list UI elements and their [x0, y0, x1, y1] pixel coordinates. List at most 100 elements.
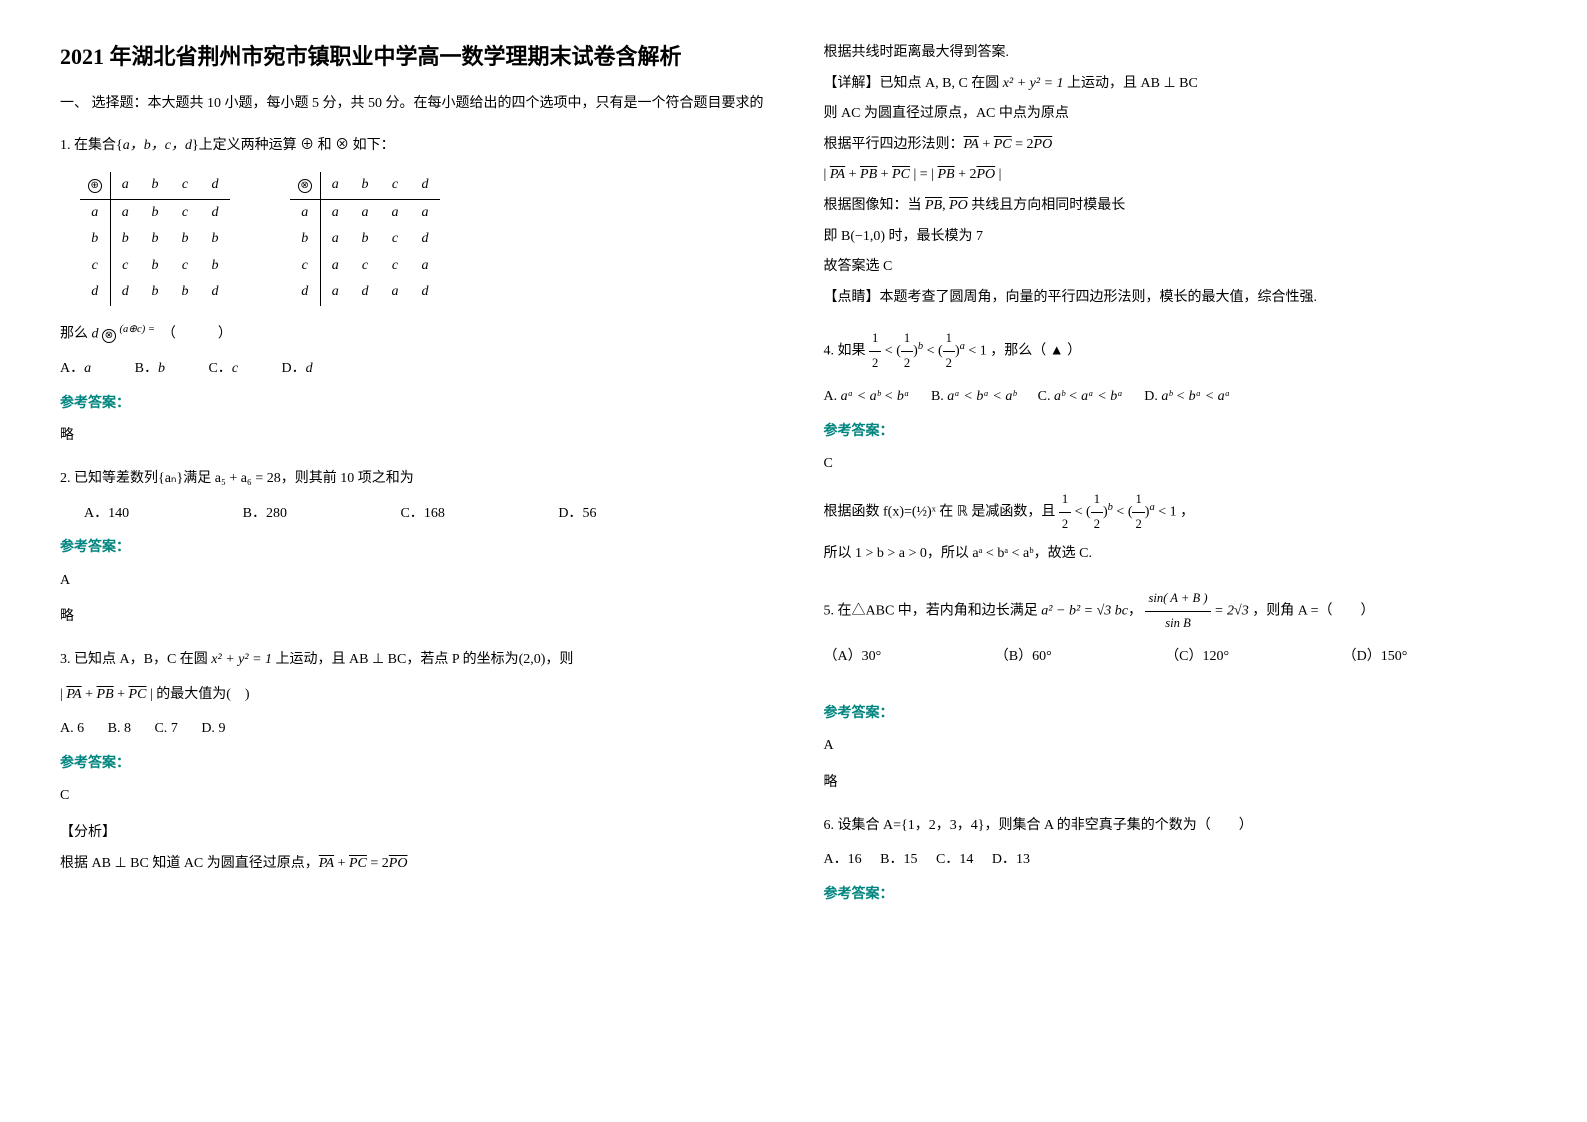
cell: a	[320, 226, 350, 253]
q2-stem: 2. 已知等差数列{aₙ}满足 a₅ + a₆ = 28，则其前 10 项之和为	[60, 466, 764, 493]
cell: a	[380, 199, 410, 226]
rh: d	[80, 279, 110, 306]
rh: a	[290, 199, 320, 226]
q1-stem-vars: a，b，c，d	[123, 138, 192, 153]
q5-answer-letter: A	[824, 733, 1528, 760]
page-title: 2021 年湖北省荆州市宛市镇职业中学高一数学理期末试卷含解析	[60, 40, 764, 73]
q2-opt-d: D．56	[558, 501, 596, 528]
rh: c	[80, 253, 110, 280]
q3-detail: 【详解】已知点 A, B, C 在圆 x² + y² = 1 上运动，且 AB …	[824, 71, 1528, 98]
q1-answer-label: 参考答案：	[60, 391, 764, 418]
q3-opt-a: A. 6	[60, 716, 84, 743]
q1-opt-c: C．c	[208, 356, 238, 383]
rh: a	[80, 199, 110, 226]
q1-stem-prefix: 1. 在集合{	[60, 138, 123, 153]
th: d	[410, 172, 440, 199]
q3-col2-line1: 根据共线时距离最大得到答案.	[824, 40, 1528, 67]
cell: c	[170, 253, 200, 280]
q3-modulus: | PA + PB + PC | = | PB + 2PO |	[824, 162, 1528, 189]
q2-opt-c: C．168	[400, 501, 444, 528]
cell: a	[110, 199, 140, 226]
q3-detail-eq: x² + y² = 1	[1003, 76, 1064, 91]
cell: d	[110, 279, 140, 306]
q3-analysis1: 根据 AB ⊥ BC 知道 AC 为圆直径过原点，PA + PC = 2PO	[60, 851, 764, 878]
q3-answer-label: 参考答案：	[60, 751, 764, 778]
q3-detail-line3: 根据平行四边形法则：PA + PC = 2PO	[824, 132, 1528, 159]
q4-opt-d: D. aᵇ < bᵃ < aᵃ	[1144, 384, 1230, 411]
q2-answer-letter: A	[60, 568, 764, 595]
q3-analysis-label: 【分析】	[60, 820, 764, 847]
q6-options: A．16 B．15 C．14 D．13	[824, 847, 1528, 874]
q1-opt-d: D．d	[282, 356, 313, 383]
q3-comment: 【点睛】本题考查了圆周角，向量的平行四边形法则，模长的最大值，综合性强.	[824, 285, 1528, 312]
q3-image-line: 根据图像知：当 PB, PO 共线且方向相同时模最长	[824, 193, 1528, 220]
th: a	[110, 172, 140, 199]
q5-opt-b: （B）60°	[995, 644, 1052, 671]
cell: b	[350, 226, 380, 253]
q1-answer: 略	[60, 423, 764, 450]
cell: a	[350, 199, 380, 226]
cell: b	[140, 253, 170, 280]
q4-answer-label: 参考答案：	[824, 419, 1528, 446]
th: a	[320, 172, 350, 199]
th: c	[170, 172, 200, 199]
cell: d	[350, 279, 380, 306]
th: c	[380, 172, 410, 199]
q4-options: A. aᵃ < aᵇ < bᵃ B. aᵃ < bᵃ < aᵇ C. aᵇ < …	[824, 384, 1528, 411]
cell: b	[140, 199, 170, 226]
question-2: 2. 已知等差数列{aₙ}满足 a₅ + a₆ = 28，则其前 10 项之和为…	[60, 466, 764, 631]
q3-answer-letter: C	[60, 783, 764, 810]
q4-opt-b: B. aᵃ < bᵃ < aᵇ	[931, 384, 1016, 411]
q3-vec-line: | PA + PB + PC | 的最大值为( )	[60, 682, 764, 709]
cell: d	[410, 226, 440, 253]
q3-detail-label: 【详解】	[824, 76, 880, 91]
q4-stem: 4. 如果 12 < (12)b < (12)a < 1 ，那么（ ▲ ）	[824, 327, 1528, 376]
q3-detail-line2: 则 AC 为圆直径过原点，AC 中点为原点	[824, 101, 1528, 128]
cell: a	[320, 199, 350, 226]
q6-opt-b: B．15	[880, 847, 917, 874]
question-5: 5. 在△ABC 中，若内角和边长满足 a² − b² = √3 bc， sin…	[824, 587, 1528, 796]
question-3: 3. 已知点 A，B，C 在圆 x² + y² = 1 上运动，且 AB ⊥ B…	[60, 647, 764, 877]
question-4: 4. 如果 12 < (12)b < (12)a < 1 ，那么（ ▲ ） A.…	[824, 327, 1528, 567]
q2-answer-label: 参考答案：	[60, 535, 764, 562]
q5-options: （A）30° （B）60° （C）120° （D）150°	[824, 644, 1528, 671]
q1-table-times: ⊗ a b c d aaaaa babcd cacca dadad	[290, 172, 440, 306]
rh: c	[290, 253, 320, 280]
q5-opt-c: （C）120°	[1165, 644, 1229, 671]
q6-answer-label: 参考答案：	[824, 882, 1528, 909]
question-6: 6. 设集合 A={1，2，3，4}，则集合 A 的非空真子集的个数为（ ） A…	[824, 813, 1528, 909]
cell: b	[140, 226, 170, 253]
q4-answer-letter: C	[824, 451, 1528, 478]
cell: b	[170, 279, 200, 306]
q1-tables: ⊕ a b c d aabcd bbbbb ccbcb ddbbd ⊗ a	[80, 172, 764, 306]
cell: a	[380, 279, 410, 306]
q2-answer-extra: 略	[60, 604, 764, 631]
q1-table-plus: ⊕ a b c d aabcd bbbbb ccbcb ddbbd	[80, 172, 230, 306]
q5-opt-a: （A）30°	[824, 644, 882, 671]
q3-conclusion: 故答案选 C	[824, 254, 1528, 281]
cell: d	[200, 279, 230, 306]
q3-options: A. 6 B. 8 C. 7 D. 9	[60, 716, 764, 743]
q6-opt-c: C．14	[936, 847, 973, 874]
q4-opt-a: A. aᵃ < aᵇ < bᵃ	[824, 384, 910, 411]
q3-opt-c: C. 7	[154, 716, 177, 743]
rh: d	[290, 279, 320, 306]
q3-stem-p1: 3. 已知点 A，B，C 在圆	[60, 652, 211, 667]
q3-opt-d: D. 9	[201, 716, 225, 743]
cell: b	[200, 226, 230, 253]
q6-opt-d: D．13	[992, 847, 1030, 874]
cell: c	[350, 253, 380, 280]
q3-opt-b: B. 8	[108, 716, 131, 743]
q2-opt-b: B．280	[243, 501, 287, 528]
question-1: 1. 在集合{a，b，c，d}上定义两种运算 ⊕ 和 ⊗ 如下： ⊕ a b c…	[60, 133, 764, 450]
cell: b	[110, 226, 140, 253]
cell: d	[410, 279, 440, 306]
q2-opt-a: A．140	[84, 501, 129, 528]
q1-stem-suffix: }上定义两种运算 ⊕ 和 ⊗ 如下：	[192, 138, 395, 153]
q3-circle-eq: x² + y² = 1	[211, 652, 272, 667]
q4-opt-c: C. aᵇ < aᵃ < bᵃ	[1038, 384, 1123, 411]
q3-stem-p2: 上运动，且 AB ⊥ BC，若点 P 的坐标为(2,0)，则	[272, 652, 573, 667]
cell: c	[380, 253, 410, 280]
q5-opt-d: （D）150°	[1343, 644, 1408, 671]
right-column: 根据共线时距离最大得到答案. 【详解】已知点 A, B, C 在圆 x² + y…	[824, 40, 1528, 924]
